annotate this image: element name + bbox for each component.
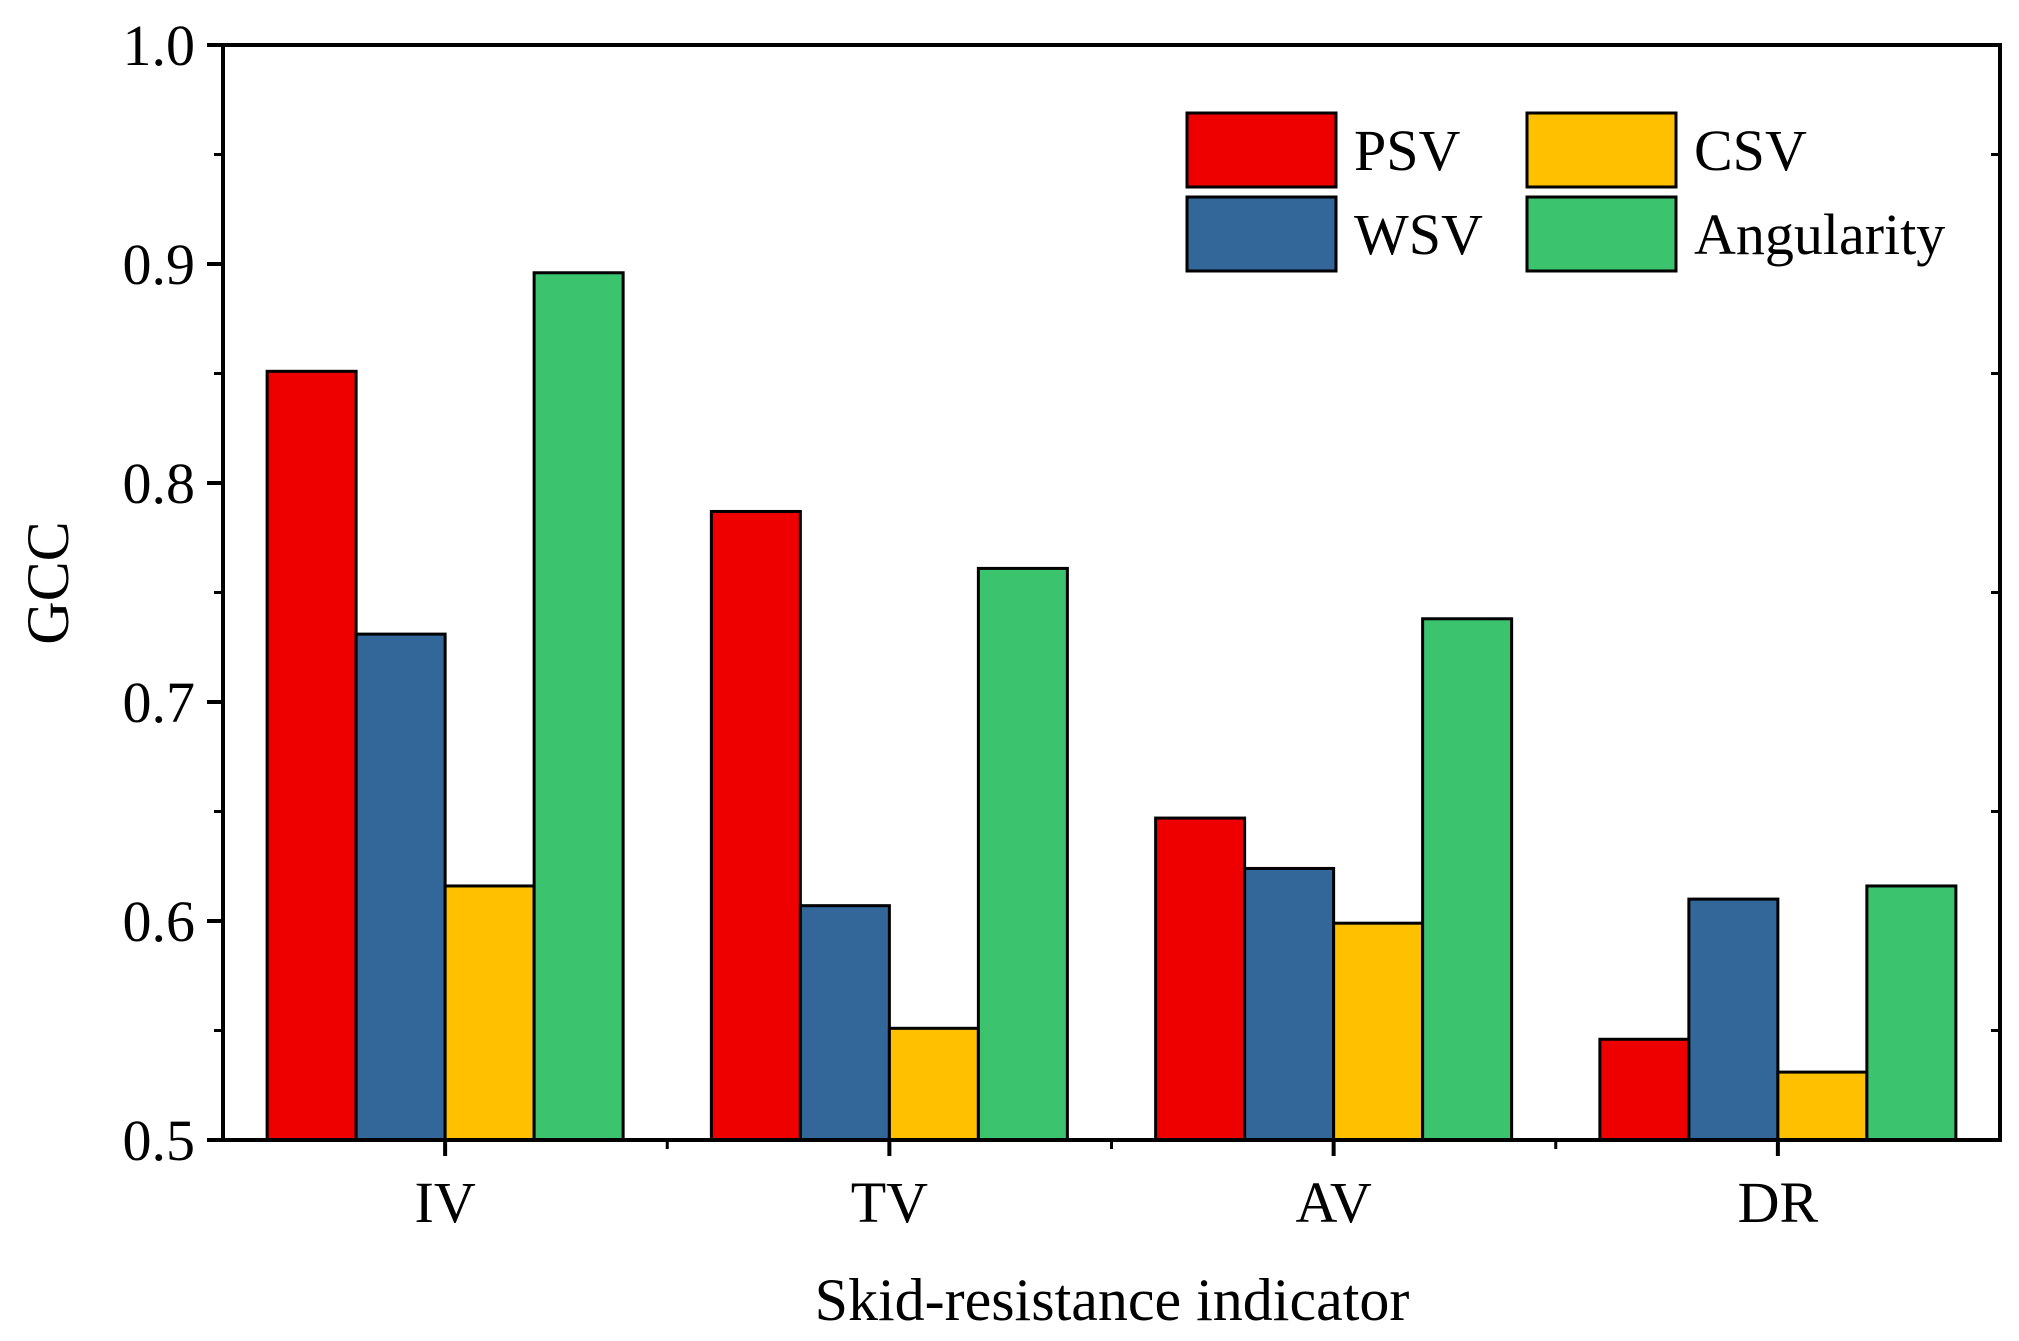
legend-swatch-psv xyxy=(1185,111,1338,189)
x-tick-label-iv: IV xyxy=(415,1170,476,1235)
bars-group xyxy=(265,271,1958,1142)
bar-angularity-dr xyxy=(1865,884,1958,1142)
x-axis-title: Skid-resistance indicator xyxy=(815,1267,1410,1333)
bar-csv-tv xyxy=(887,1026,980,1142)
legend-label-psv: PSV xyxy=(1354,118,1461,183)
bar-angularity-iv xyxy=(532,271,625,1142)
legend-swatch-wsv xyxy=(1185,195,1338,273)
y-tick-label: 1.0 xyxy=(123,13,196,78)
bar-csv-iv xyxy=(443,884,536,1142)
bar-psv-av xyxy=(1154,816,1247,1142)
x-tick-label-av: AV xyxy=(1295,1170,1371,1235)
bar-wsv-av xyxy=(1243,866,1336,1142)
ticks-group: 0.5 0.6 0.7 0.8 0.9 1.0 IV TV AV DR xyxy=(123,13,2000,1235)
bar-wsv-iv xyxy=(354,632,447,1142)
legend-label-csv: CSV xyxy=(1694,118,1807,183)
bar-csv-av xyxy=(1332,921,1425,1142)
y-tick-label: 0.8 xyxy=(123,451,196,516)
bar-psv-iv xyxy=(265,369,358,1142)
bar-angularity-tv xyxy=(976,566,1069,1142)
bar-csv-dr xyxy=(1776,1070,1869,1142)
x-tick-label-tv: TV xyxy=(851,1170,928,1235)
x-tick-label-dr: DR xyxy=(1738,1170,1819,1235)
bar-angularity-av xyxy=(1421,617,1514,1142)
bar-psv-tv xyxy=(709,509,802,1142)
y-tick-label: 0.7 xyxy=(123,670,196,735)
bar-wsv-dr xyxy=(1687,897,1780,1142)
bar-wsv-tv xyxy=(798,904,891,1142)
legend-swatch-csv xyxy=(1525,111,1678,189)
legend-swatch-angularity xyxy=(1525,195,1678,273)
y-tick-label: 0.5 xyxy=(123,1108,196,1173)
y-axis-title: GCC xyxy=(15,521,81,644)
y-tick-label: 0.9 xyxy=(123,232,196,297)
legend: PSV WSV CSV Angularity xyxy=(1185,111,1945,273)
legend-label-wsv: WSV xyxy=(1354,202,1483,267)
bar-psv-dr xyxy=(1598,1037,1691,1142)
y-tick-label: 0.6 xyxy=(123,889,196,954)
legend-label-angularity: Angularity xyxy=(1694,202,1945,267)
